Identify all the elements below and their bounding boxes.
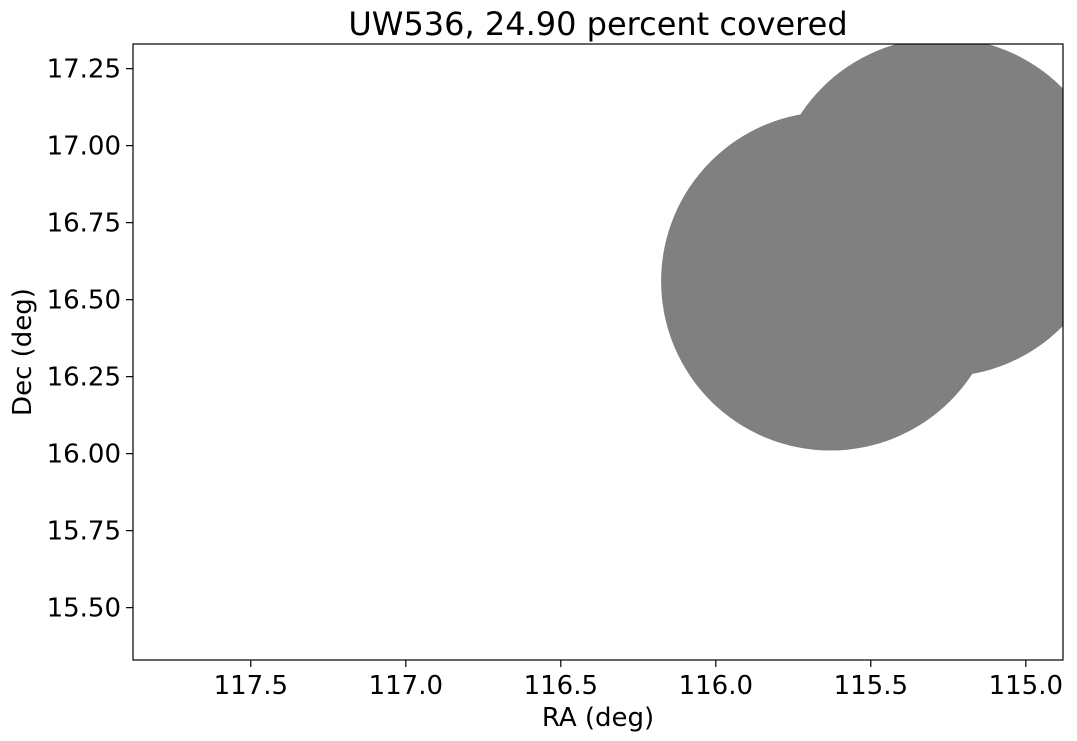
plot-frame (132, 43, 1064, 661)
x-tick-label: 115.0 (989, 671, 1063, 701)
x-tick-label: 116.0 (679, 671, 753, 701)
x-tick-label: 116.5 (524, 671, 598, 701)
y-tick-label: 15.75 (47, 517, 121, 547)
coverage-regions (661, 44, 1063, 451)
y-tick-label: 16.50 (47, 286, 121, 316)
x-tick-label: 117.5 (214, 671, 288, 701)
y-tick-label: 15.50 (47, 594, 121, 624)
y-tick-label: 16.75 (47, 209, 121, 239)
x-tick-label: 117.0 (369, 671, 443, 701)
y-tick-label: 16.00 (47, 440, 121, 470)
y-tick-label: 16.25 (47, 363, 121, 393)
y-tick-label: 17.00 (47, 132, 121, 162)
y-tick-label: 17.25 (47, 55, 121, 85)
y-axis-ticks: 15.50 15.75 16.00 16.25 16.50 16.75 17.00 17.25 (47, 55, 133, 624)
y-axis-label: Dec (deg) (8, 288, 38, 416)
chart-title: UW536, 24.90 percent covered (348, 5, 847, 43)
x-axis-label: RA (deg) (542, 703, 654, 733)
x-tick-label: 115.5 (834, 671, 908, 701)
x-axis-ticks: 117.5 117.0 116.5 116.0 115.5 115.0 (214, 660, 1063, 701)
coverage-region-2 (772, 44, 1063, 377)
